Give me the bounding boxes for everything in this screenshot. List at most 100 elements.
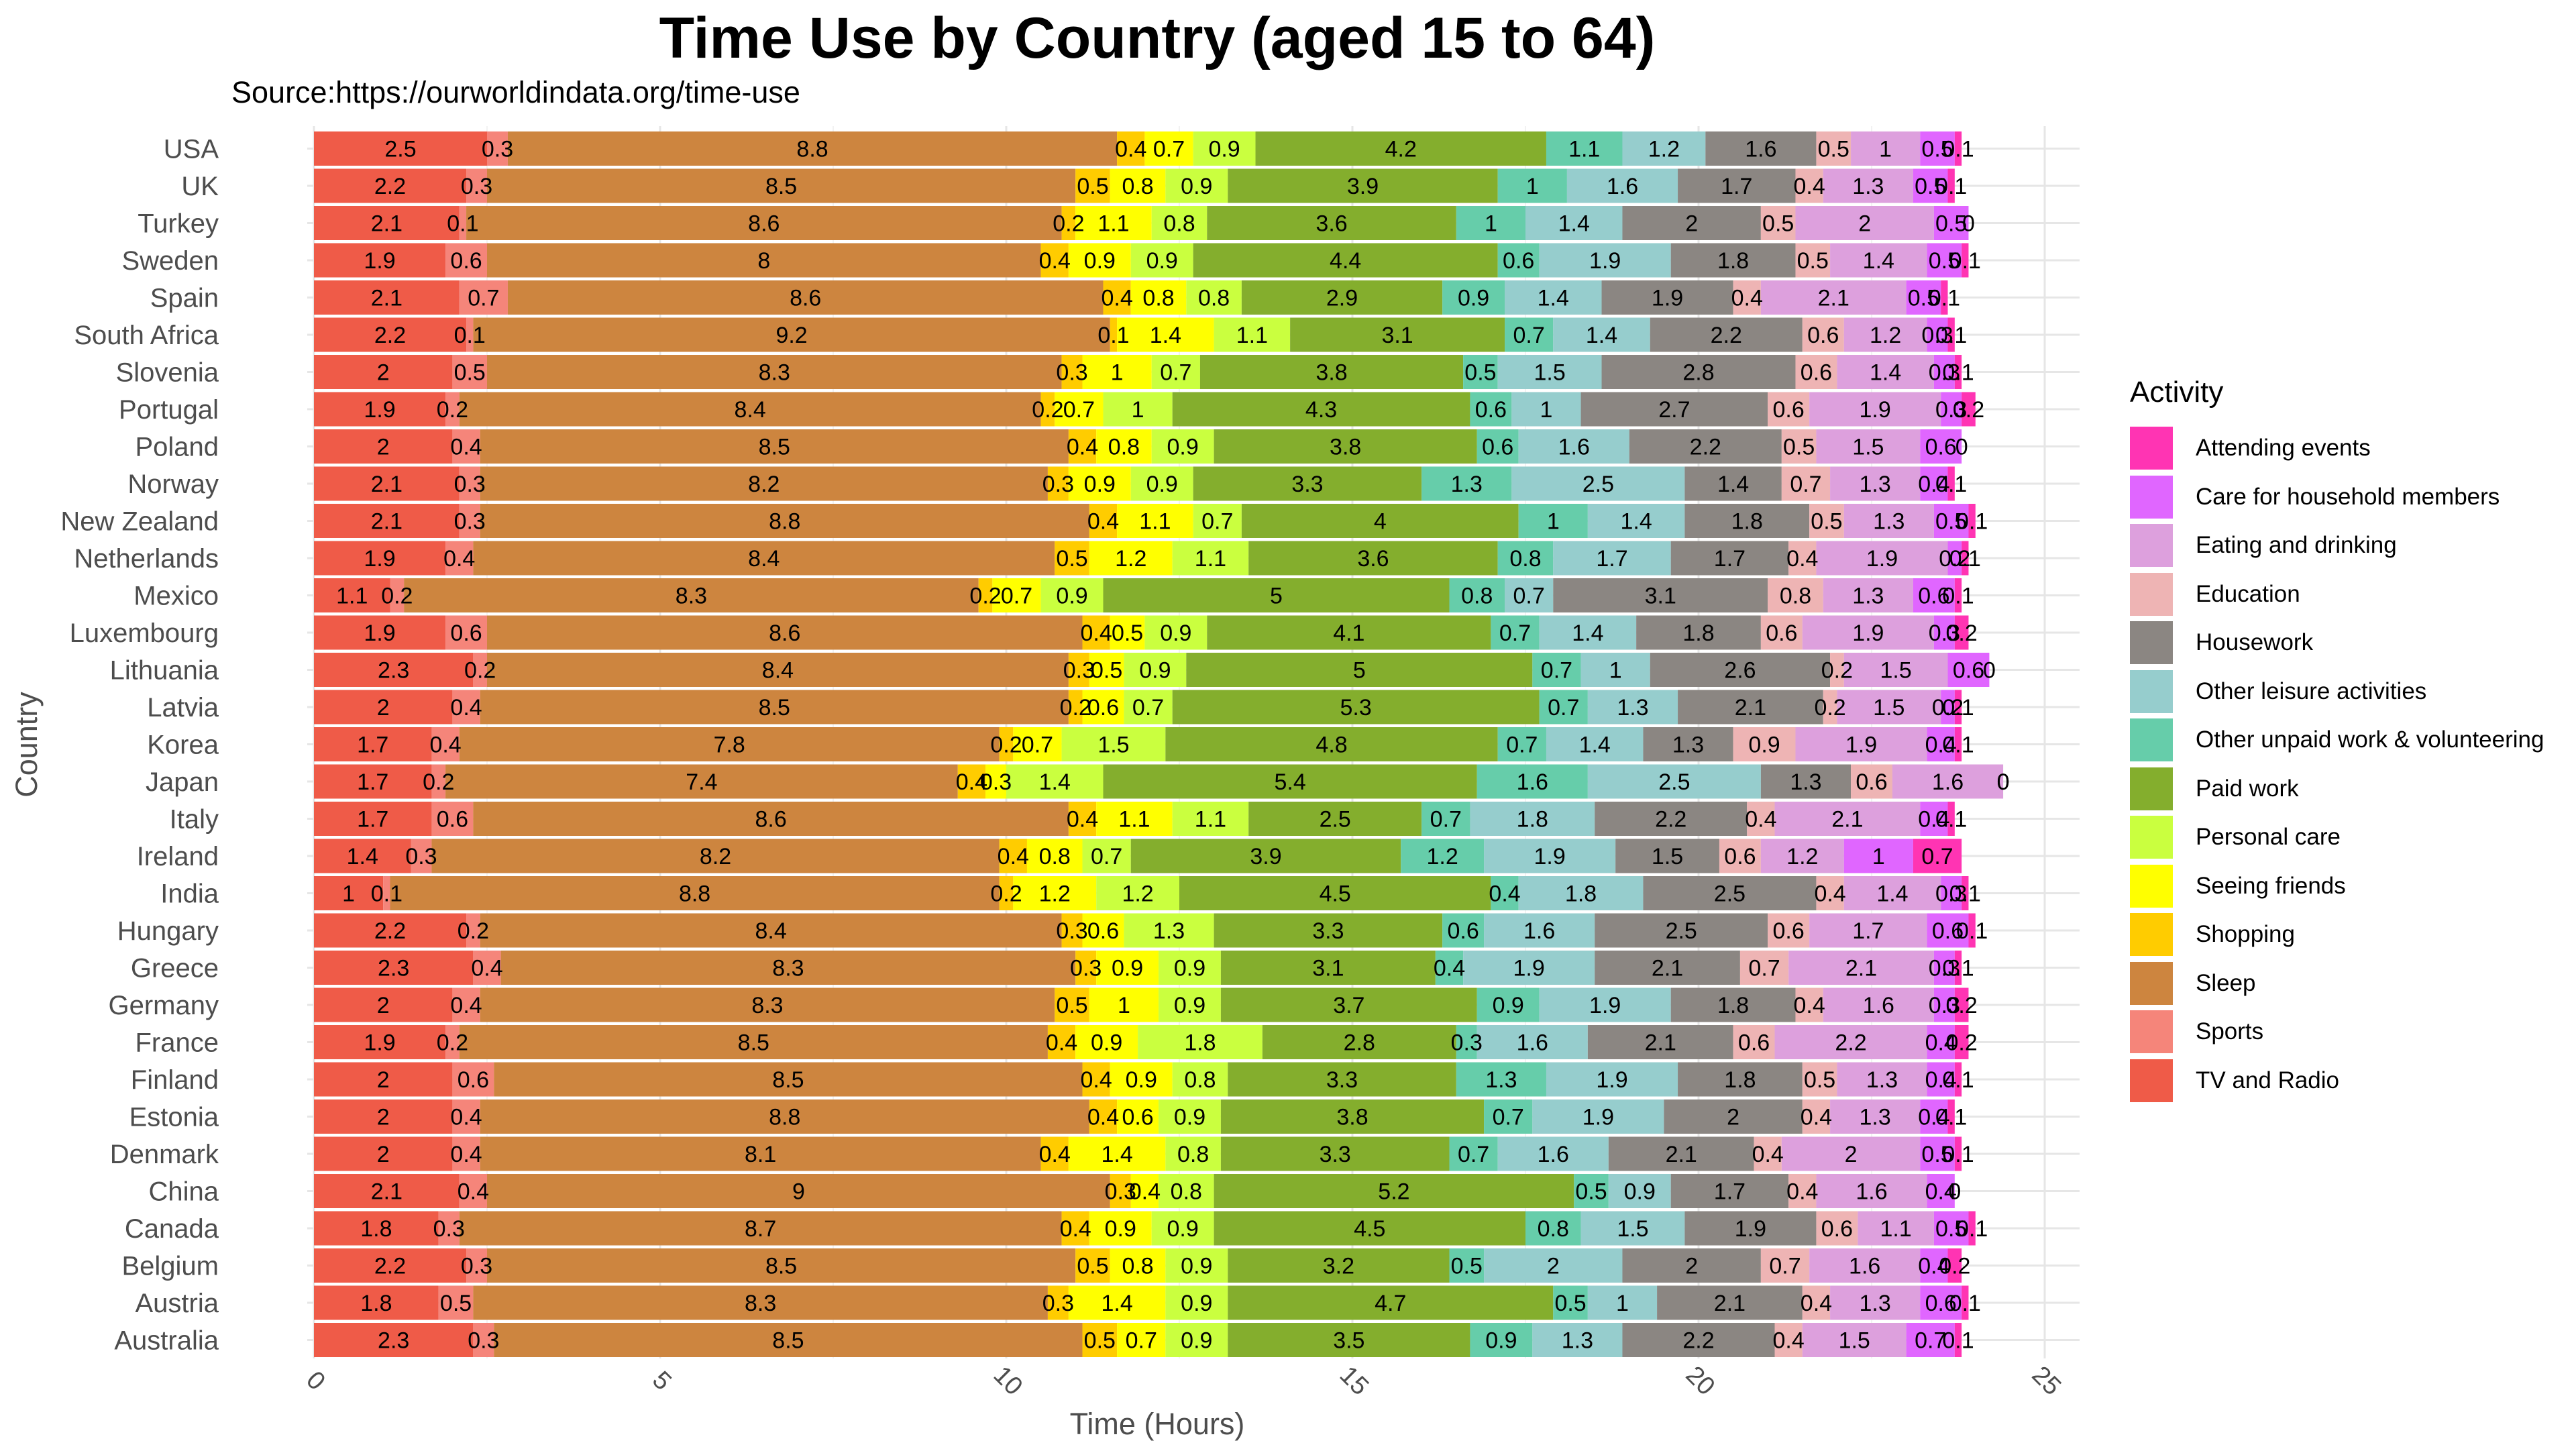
bar-segment: [1851, 764, 1892, 799]
bar-segment: [1193, 243, 1498, 278]
bar-segment: [314, 280, 460, 315]
bar-segment: [1228, 1062, 1456, 1097]
segment-value-label: 0.3: [1929, 993, 1960, 1018]
segment-value-label: 0.4: [1773, 1328, 1805, 1354]
segment-value-label: 5: [1353, 658, 1366, 684]
bar-segment: [473, 1323, 494, 1357]
segment-value-label: 0.6: [1766, 621, 1797, 646]
segment-value-label: 0.3: [1063, 658, 1095, 684]
bar-segment: [1151, 355, 1200, 389]
bar-segment: [1760, 615, 1803, 650]
segment-value-label: 1.2: [1427, 844, 1458, 869]
segment-value-label: 8.3: [745, 1291, 776, 1316]
bar-segment: [1505, 317, 1554, 352]
segment-value-label: 0.1: [1942, 733, 1974, 758]
bar-segment: [383, 876, 390, 910]
x-tick-label: 25: [2027, 1361, 2067, 1401]
bar-segment: [1497, 1136, 1609, 1171]
bar-segment: [1941, 690, 1955, 724]
segment-value-label: 0.5: [1804, 1067, 1835, 1093]
bar-segment: [314, 839, 411, 873]
segment-value-label: 0.3: [461, 1254, 492, 1279]
segment-value-label: 0.7: [1201, 509, 1233, 535]
segment-value-label: 0.5: [1091, 658, 1122, 684]
segment-value-label: 0.4: [1793, 174, 1825, 199]
bar-segment: [314, 1174, 460, 1208]
bar-segment: [1830, 466, 1921, 501]
bar-segment: [1061, 727, 1166, 761]
segment-value-label: 1.3: [1790, 769, 1821, 795]
segment-value-label: 1.8: [1724, 1067, 1756, 1093]
segment-value-label: 1.9: [1845, 733, 1877, 758]
segment-value-label: 0.1: [1949, 248, 1981, 274]
segment-value-label: 0.6: [1482, 435, 1513, 460]
bar-segment: [1830, 243, 1927, 278]
bar-segment: [473, 951, 501, 985]
bar-segment: [1954, 951, 1962, 985]
bar-segment: [314, 690, 453, 724]
segment-value-label: 1.4: [1579, 733, 1611, 758]
bar-segment: [487, 168, 1076, 203]
bar-segment: [1117, 504, 1193, 538]
segment-value-label: 1: [1879, 137, 1892, 162]
segment-value-label: 0.3: [1042, 1291, 1074, 1316]
bar-segment: [314, 578, 390, 612]
bar-segment: [1933, 1211, 1969, 1246]
legend-label: Eating and drinking: [2196, 532, 2397, 559]
segment-value-label: 1.6: [1849, 1254, 1880, 1279]
segment-value-label: 0.1: [1942, 1328, 1974, 1354]
bar-segment: [1684, 466, 1782, 501]
segment-value-label: 1.3: [1860, 1105, 1891, 1130]
segment-value-label: 0.4: [450, 1142, 482, 1167]
bar-segment: [1678, 690, 1823, 724]
legend-label: Care for household members: [2196, 483, 2500, 510]
bar-segment: [314, 802, 432, 836]
bar-segment: [480, 1136, 1041, 1171]
bar-segment: [1823, 168, 1913, 203]
segment-value-label: 0.7: [1126, 1328, 1157, 1354]
segment-value-label: 3.3: [1326, 1067, 1358, 1093]
segment-value-label: 0.4: [443, 546, 475, 572]
segment-value-label: 3.3: [1320, 1142, 1351, 1167]
segment-value-label: 1.1: [1880, 1216, 1911, 1242]
bar-segment: [1664, 1099, 1803, 1134]
bar-segment: [1754, 1136, 1782, 1171]
segment-value-label: 1.6: [1558, 435, 1590, 460]
legend-label: Housework: [2196, 629, 2314, 656]
bar-segment: [1172, 1062, 1228, 1097]
bar-segment: [1927, 1174, 1955, 1208]
legend-label: Sleep: [2196, 969, 2256, 996]
bar-segment: [1075, 1025, 1138, 1059]
segment-value-label: 8.5: [772, 1328, 804, 1354]
segment-value-label: 0.5: [1797, 248, 1829, 274]
segment-value-label: 0.4: [429, 733, 461, 758]
segment-value-label: 0.4: [1793, 993, 1825, 1018]
segment-value-label: 0.3: [1056, 360, 1087, 386]
bar-segment: [1096, 802, 1173, 836]
bar-segment: [1947, 466, 1955, 501]
segment-value-label: 0.1: [1935, 807, 1967, 833]
bar-segment: [1920, 429, 1962, 464]
bar-segment: [1532, 1323, 1623, 1357]
segment-value-label: 0.9: [1181, 1254, 1212, 1279]
bar-segment: [1968, 1211, 1976, 1246]
bar-segment: [1947, 541, 1962, 576]
bar-segment: [1470, 1323, 1533, 1357]
segment-value-label: 3.6: [1357, 546, 1389, 572]
bar-segment: [1075, 168, 1110, 203]
segment-value-label: 0.2: [1932, 695, 1964, 720]
segment-value-label: 3.8: [1336, 1105, 1368, 1130]
bars: [314, 131, 2004, 1357]
bar-segment: [1199, 355, 1464, 389]
bar-segment: [1103, 392, 1173, 427]
bar-segment: [1228, 1248, 1450, 1283]
bar-segment: [1788, 951, 1934, 985]
segment-value-label: 0.4: [1067, 807, 1098, 833]
segment-value-label: 0.6: [1475, 397, 1507, 423]
segment-value-label: 0.6: [1773, 397, 1805, 423]
bar-segment: [1047, 1285, 1069, 1320]
segment-value-label: 3.8: [1316, 360, 1347, 386]
segment-value-label: 0.8: [1198, 286, 1230, 311]
segment-value-label: 2.2: [374, 1254, 406, 1279]
segment-value-label: 0.9: [1091, 1030, 1122, 1056]
